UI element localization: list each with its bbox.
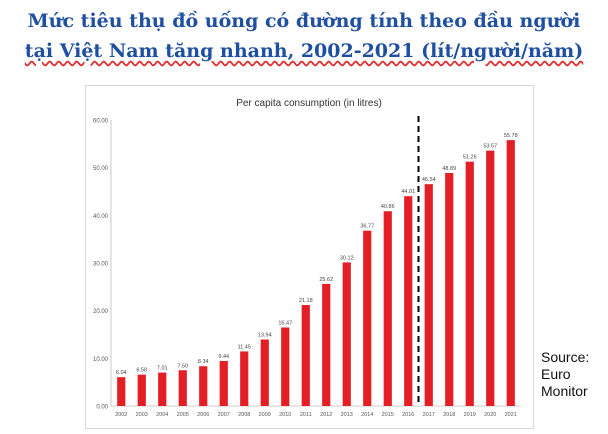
- value-label: 6.04: [116, 370, 127, 376]
- x-tick-label: 2002: [115, 412, 127, 418]
- source-name-line-1: Euro: [541, 366, 571, 382]
- value-label: 36.77: [360, 224, 374, 230]
- y-axis-ticks: 0.00 10.00 20.00 30.00 40.00 50.00 60.00: [93, 119, 109, 411]
- page-title-line-1: Mức tiêu thụ đồ uống có đường tính theo …: [27, 10, 581, 32]
- value-label: 11.45: [238, 344, 251, 350]
- value-label: 7.01: [157, 366, 168, 372]
- chart-title: Per capita consumption (in litres): [236, 98, 382, 109]
- value-label: 7.50: [177, 363, 188, 369]
- x-tick-label: 2010: [279, 412, 291, 418]
- value-label: 30.12: [340, 255, 354, 261]
- y-tick-label: 0.00: [96, 405, 108, 411]
- bar: [219, 361, 228, 406]
- source-name-line-2: Monitor: [541, 383, 588, 399]
- x-tick-label: 2020: [484, 412, 496, 418]
- value-label: 6.58: [136, 368, 147, 374]
- y-tick-label: 40.00: [93, 214, 109, 220]
- source-note: Source: Euro Monitor: [541, 349, 589, 400]
- page-title-line-2: tại Việt Nam tăng nhanh, 2002-2021 (lít/…: [24, 40, 584, 62]
- value-label: 25.62: [319, 277, 333, 283]
- x-tick-label: 2012: [320, 412, 332, 418]
- bar: [301, 305, 310, 406]
- bar: [363, 230, 372, 406]
- value-label: 48.89: [442, 166, 456, 172]
- x-tick-label: 2004: [156, 412, 168, 418]
- value-label: 53.57: [483, 144, 497, 150]
- bar: [465, 161, 474, 406]
- value-label: 16.47: [278, 320, 292, 326]
- value-label: 9.44: [218, 354, 229, 360]
- bar: [486, 150, 495, 406]
- x-tick-label: 2008: [238, 412, 250, 418]
- bar: [424, 184, 433, 406]
- value-label: 40.86: [381, 204, 395, 210]
- chart-panel: Per capita consumption (in litres) 0.00 1…: [85, 85, 534, 429]
- x-tick-label: 2013: [341, 412, 353, 418]
- value-label: 21.18: [299, 298, 313, 304]
- value-label: 13.94: [258, 333, 272, 339]
- x-axis-labels: 2002 2003 2004 2005 2006 2007 2008 2009 2010 2011…: [115, 412, 517, 418]
- bar: [445, 172, 454, 406]
- bar: [199, 366, 208, 406]
- x-tick-label: 2017: [423, 412, 435, 418]
- x-tick-label: 2016: [402, 412, 414, 418]
- bar: [506, 140, 515, 406]
- y-tick-label: 50.00: [93, 166, 109, 172]
- bar: [281, 327, 290, 406]
- y-tick-label: 30.00: [93, 262, 109, 268]
- x-tick-label: 2014: [361, 412, 373, 418]
- bar: [117, 377, 126, 406]
- value-labels-group: 6.04 6.58 7.01 7.50 8.34 9.44 11.45 13.94 16.47 2…: [116, 133, 518, 376]
- bar: [158, 372, 167, 406]
- y-tick-label: 10.00: [93, 357, 109, 363]
- value-label: 46.54: [422, 177, 436, 183]
- source-label: Source:: [541, 349, 590, 365]
- bar: [260, 339, 269, 406]
- bar: [342, 262, 351, 406]
- bar-chart: Per capita consumption (in litres) 0.00 1…: [93, 98, 521, 418]
- value-label: 44.01: [401, 189, 415, 195]
- bar: [137, 374, 146, 406]
- y-tick-label: 60.00: [93, 119, 109, 125]
- x-tick-label: 2007: [218, 412, 230, 418]
- x-tick-label: 2015: [382, 412, 394, 418]
- bar: [178, 370, 187, 406]
- bar: [322, 283, 331, 406]
- y-tick-label: 20.00: [93, 309, 109, 315]
- bar: [404, 196, 413, 406]
- value-label: 8.34: [198, 359, 209, 365]
- bar: [383, 211, 392, 406]
- x-tick-label: 2019: [464, 412, 476, 418]
- x-tick-label: 2006: [197, 412, 209, 418]
- bars-group: [117, 140, 515, 406]
- x-tick-label: 2018: [443, 412, 455, 418]
- x-tick-label: 2005: [177, 412, 189, 418]
- x-tick-label: 2003: [136, 412, 148, 418]
- value-label: 51.26: [463, 155, 477, 161]
- x-tick-label: 2021: [505, 412, 517, 418]
- value-label: 55.78: [504, 133, 518, 139]
- x-tick-label: 2009: [259, 412, 271, 418]
- bar: [240, 351, 249, 406]
- x-tick-label: 2011: [300, 412, 312, 418]
